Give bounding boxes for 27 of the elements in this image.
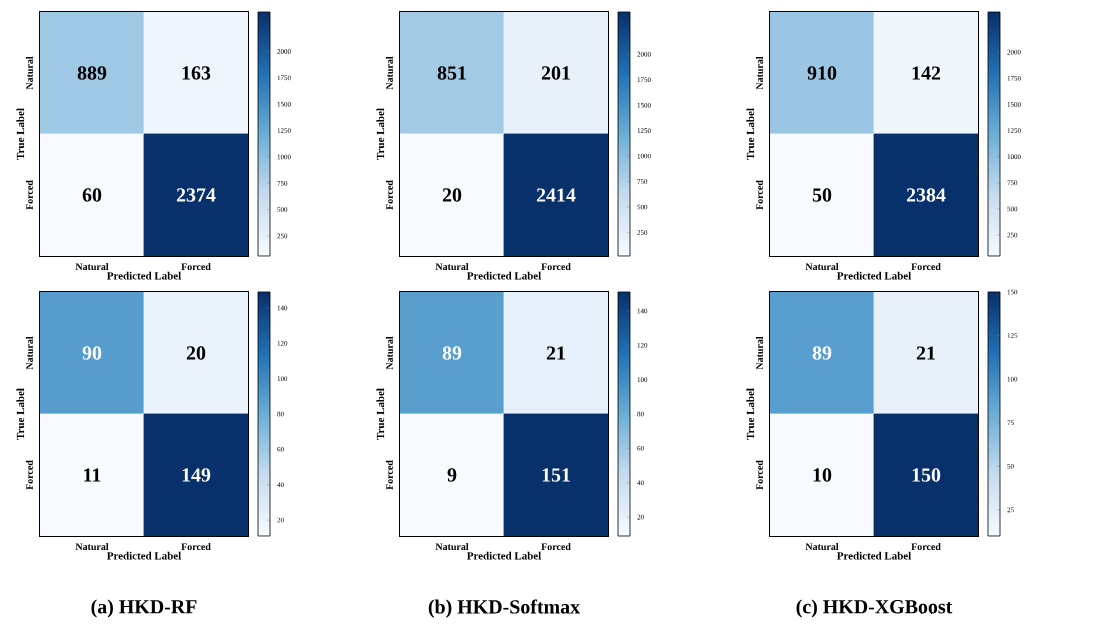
data-label: 150	[912, 468, 941, 482]
data-label: 889	[77, 66, 107, 80]
data-label: 2414	[536, 188, 576, 202]
data-label: 163	[182, 66, 211, 80]
data-label: 50	[812, 188, 832, 202]
data-label: 90	[82, 346, 102, 360]
data-label: 89	[812, 346, 832, 360]
data-label: 20	[186, 346, 206, 360]
data-label: 21	[546, 346, 565, 360]
text: (c) HKD-XGBoost	[796, 599, 953, 618]
data-label: 9	[447, 468, 457, 482]
data-label: 151	[542, 468, 570, 482]
data-label: 60	[82, 188, 102, 202]
data-label: 851	[437, 66, 466, 80]
data-label: 11	[84, 468, 101, 482]
data-label: 2374	[176, 188, 216, 202]
data-label: 20	[442, 188, 462, 202]
data-label: 2384	[906, 188, 946, 202]
data-label: 89	[442, 346, 462, 360]
data-label: 201	[541, 66, 570, 80]
data-label: 142	[912, 66, 941, 80]
data-label: 10	[813, 468, 832, 482]
data-label: 149	[182, 468, 211, 482]
text: (b) HKD-Softmax	[428, 599, 580, 618]
data-label: 21	[916, 346, 935, 360]
data-label: 910	[807, 66, 837, 80]
text: (a) HKD-RF	[91, 599, 197, 618]
